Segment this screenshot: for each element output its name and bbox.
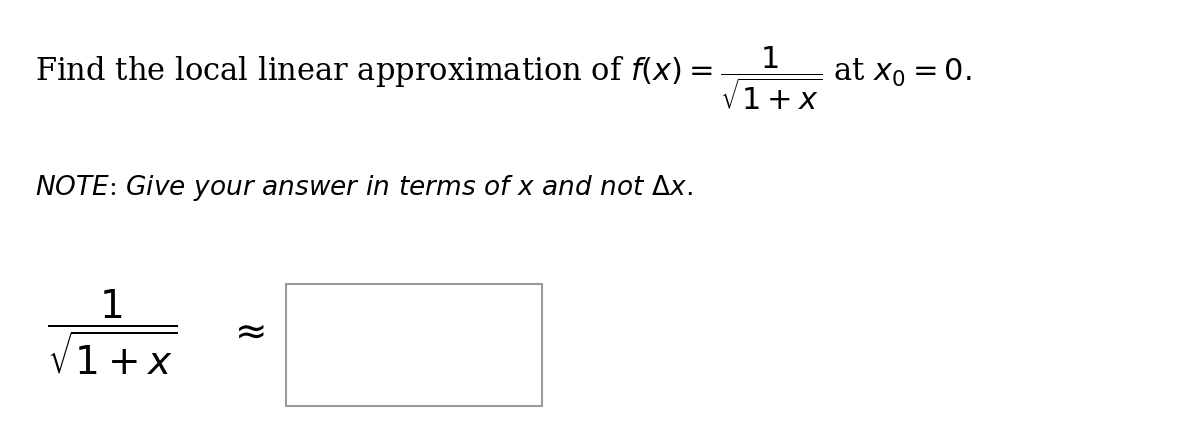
Text: $\approx$: $\approx$ — [227, 314, 265, 350]
Text: $\mathit{NOTE}$: $\mathit{Give\ your\ answer\ in\ terms\ of\ x\ and\ not\ \Delta: $\mathit{NOTE}$: $\mathit{Give\ your\ an… — [35, 173, 692, 203]
Text: Find the local linear approximation of $f(x) = \dfrac{1}{\sqrt{1+x}}$ at $x_0 = : Find the local linear approximation of $… — [35, 45, 972, 112]
FancyBboxPatch shape — [286, 284, 542, 406]
Text: $\dfrac{1}{\sqrt{1+x}}$: $\dfrac{1}{\sqrt{1+x}}$ — [47, 287, 176, 377]
